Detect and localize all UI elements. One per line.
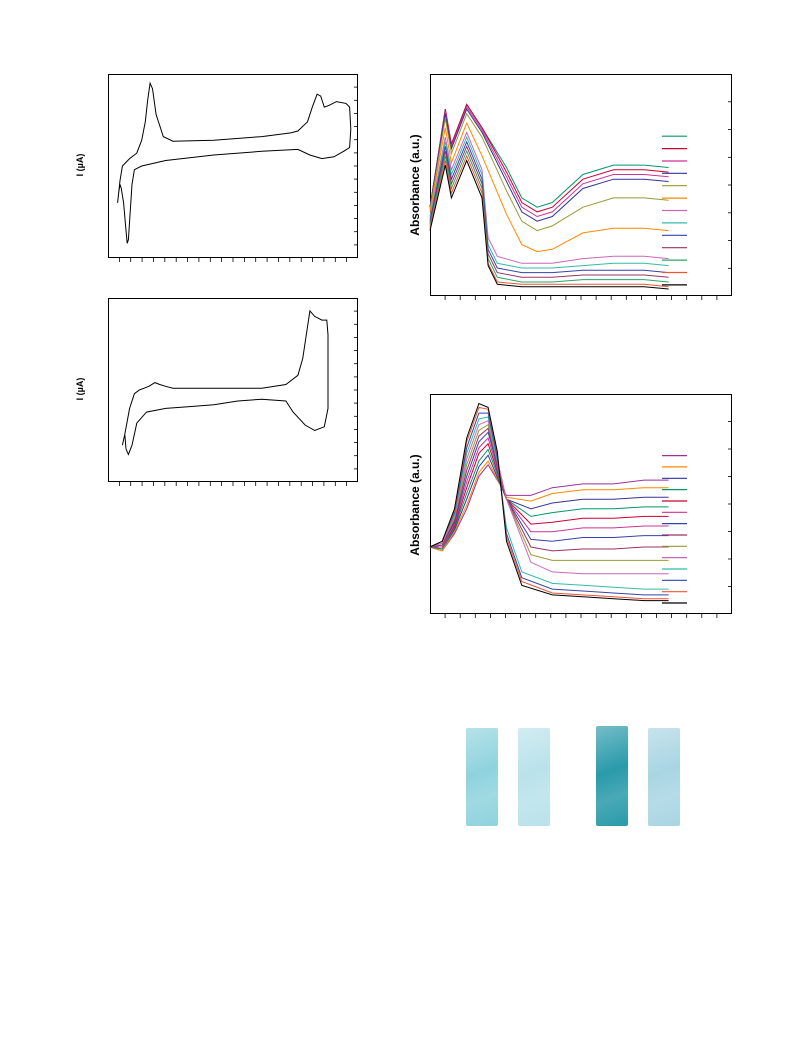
spectrum-series — [429, 154, 669, 288]
cv-bottom-ylabel: I (µA) — [75, 377, 85, 401]
film-strip-3 — [596, 726, 628, 826]
spectrum-series — [429, 121, 669, 253]
spectrum-series — [429, 420, 669, 575]
film-strip-2 — [518, 728, 550, 826]
spectrum-series — [429, 135, 669, 269]
uv-top-ylabel: Absorbance (a.u.) — [408, 134, 422, 236]
cv-bottom-chart — [108, 298, 358, 486]
spectrum-series — [429, 463, 669, 552]
spectrum-series — [429, 402, 669, 602]
film-strip-1 — [466, 728, 498, 826]
uv-bottom-chart — [429, 394, 732, 618]
uv-top-chart — [429, 74, 732, 300]
uv-bottom-ylabel: Absorbance (a.u.) — [408, 454, 422, 556]
cv-top-panel — [108, 74, 358, 262]
spectrum-series — [429, 140, 669, 274]
uv-top-panel — [429, 74, 732, 300]
spectrum-series — [429, 103, 669, 208]
film-strip-4 — [648, 728, 680, 826]
plot-frame — [108, 74, 358, 258]
uv-bottom-panel — [429, 394, 732, 618]
spectrum-series — [429, 149, 669, 283]
spectrum-series — [429, 159, 669, 290]
cv-bottom-panel — [108, 298, 358, 486]
spectrum-series — [429, 108, 669, 222]
spectrum-series — [429, 112, 669, 232]
cv-top-ylabel: I (µA) — [75, 153, 85, 177]
cv-top-chart — [108, 74, 358, 262]
cv-trace — [121, 309, 329, 456]
spectrum-series — [429, 131, 669, 264]
spectrum-series — [429, 145, 669, 278]
cv-trace — [117, 81, 352, 244]
spectrum-series — [429, 406, 669, 600]
plot-frame — [108, 298, 358, 482]
